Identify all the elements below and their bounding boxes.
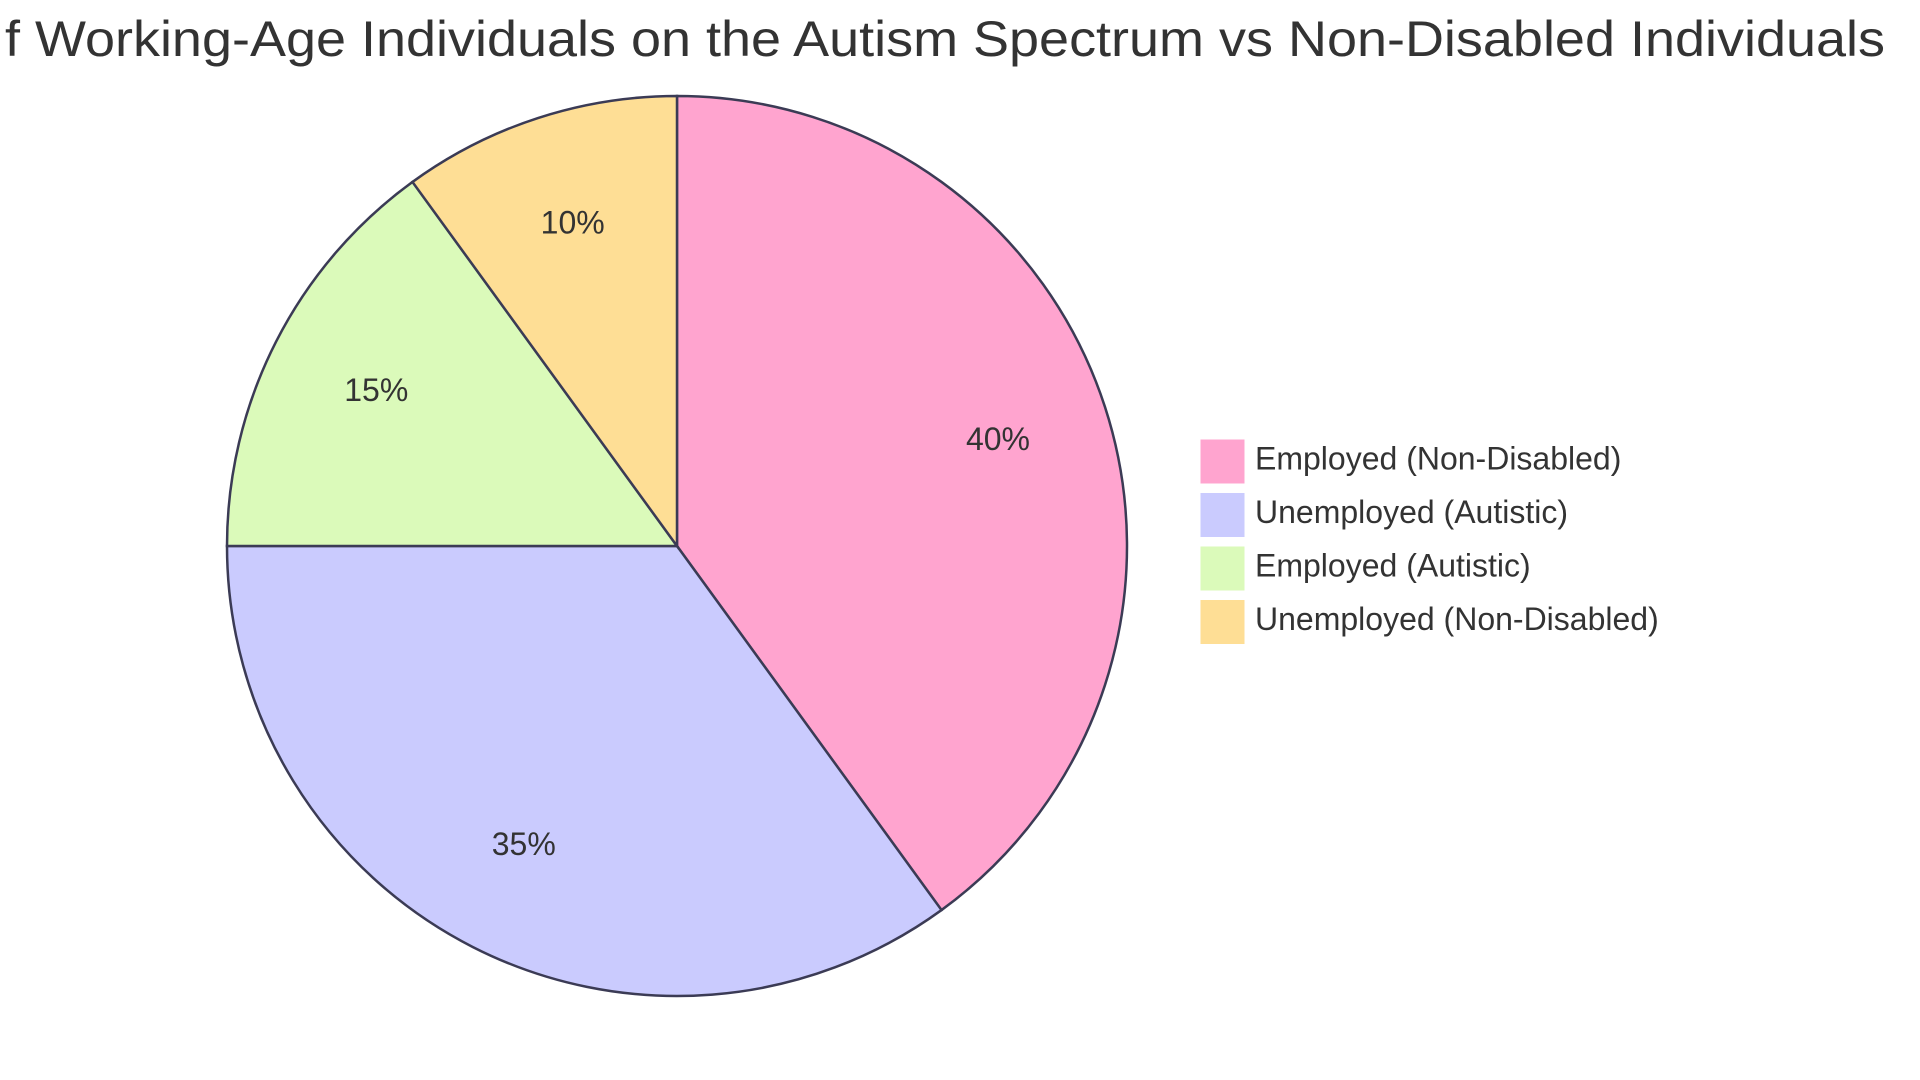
- pie-slice: [410, 94, 679, 550]
- legend-swatch: [1199, 545, 1246, 592]
- slice-label: 10%: [541, 204, 605, 240]
- slice-label: 35%: [492, 826, 556, 862]
- legend-swatch: [1199, 438, 1246, 485]
- legend-label: Employed (Autistic): [1255, 547, 1531, 583]
- chart-title: f Working-Age Individuals on the Autism …: [5, 11, 1885, 67]
- pie-slice: [225, 544, 944, 998]
- legend-label: Employed (Non-Disabled): [1255, 440, 1621, 476]
- legend-swatch: [1199, 492, 1246, 538]
- pie-slice: [675, 94, 1129, 912]
- slice-label: 15%: [344, 372, 408, 408]
- legend-label: Unemployed (Autistic): [1255, 494, 1568, 530]
- slice-label: 40%: [966, 421, 1030, 457]
- pie-slice: [225, 180, 680, 548]
- legend-swatch: [1199, 599, 1246, 645]
- legend-label: Unemployed (Non-Disabled): [1255, 601, 1659, 637]
